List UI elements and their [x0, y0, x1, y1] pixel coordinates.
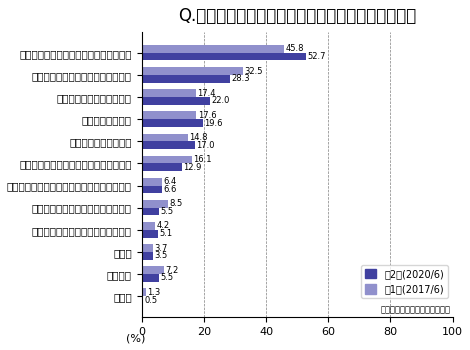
X-axis label: (%): (%) [126, 334, 145, 344]
Text: 28.3: 28.3 [231, 74, 250, 83]
Bar [141, 244, 153, 252]
Text: ：電力会社の変更予定がない人: ：電力会社の変更予定がない人 [381, 305, 451, 314]
Text: 14.8: 14.8 [189, 133, 208, 142]
Bar [141, 97, 210, 105]
Bar [141, 134, 188, 141]
Bar [141, 53, 306, 61]
Text: 52.7: 52.7 [307, 52, 326, 61]
Text: 6.4: 6.4 [163, 177, 176, 186]
Text: 17.6: 17.6 [198, 111, 217, 120]
Bar [141, 288, 146, 296]
Bar [141, 178, 162, 186]
Bar [141, 208, 159, 215]
Text: 19.6: 19.6 [204, 119, 223, 127]
Bar [141, 141, 195, 149]
Text: 22.0: 22.0 [212, 96, 230, 105]
Bar [141, 274, 159, 282]
Text: 7.2: 7.2 [165, 266, 179, 275]
Text: 3.5: 3.5 [154, 251, 167, 260]
Text: 0.5: 0.5 [145, 295, 158, 304]
Bar [141, 200, 168, 208]
Bar [141, 45, 284, 53]
Bar [141, 156, 192, 163]
Bar [141, 252, 153, 260]
Bar [141, 186, 162, 193]
Text: 17.4: 17.4 [197, 89, 216, 98]
Bar [141, 75, 230, 83]
Text: 6.6: 6.6 [164, 185, 177, 194]
Bar [141, 111, 196, 119]
Title: Q.電力会社を変更する予定がない理由は何ですか？: Q.電力会社を変更する予定がない理由は何ですか？ [178, 7, 416, 25]
Text: 45.8: 45.8 [286, 44, 304, 54]
Bar [141, 67, 243, 75]
Bar [141, 296, 143, 304]
Bar [141, 119, 203, 127]
Text: 32.5: 32.5 [244, 66, 263, 76]
Bar [141, 163, 182, 171]
Bar [141, 230, 157, 238]
Bar [141, 222, 155, 230]
Text: 16.1: 16.1 [193, 155, 212, 164]
Text: 5.1: 5.1 [159, 229, 172, 238]
Text: 5.5: 5.5 [160, 207, 173, 216]
Bar [141, 266, 164, 274]
Text: 8.5: 8.5 [170, 199, 183, 208]
Text: 3.7: 3.7 [155, 244, 168, 253]
Bar [141, 89, 196, 97]
Legend: 第2回(2020/6), 第1回(2017/6): 第2回(2020/6), 第1回(2017/6) [360, 265, 448, 298]
Text: 4.2: 4.2 [157, 222, 169, 230]
Text: 17.0: 17.0 [196, 141, 215, 150]
Text: 12.9: 12.9 [183, 163, 202, 172]
Text: 1.3: 1.3 [147, 288, 161, 297]
Text: 5.5: 5.5 [160, 273, 173, 282]
